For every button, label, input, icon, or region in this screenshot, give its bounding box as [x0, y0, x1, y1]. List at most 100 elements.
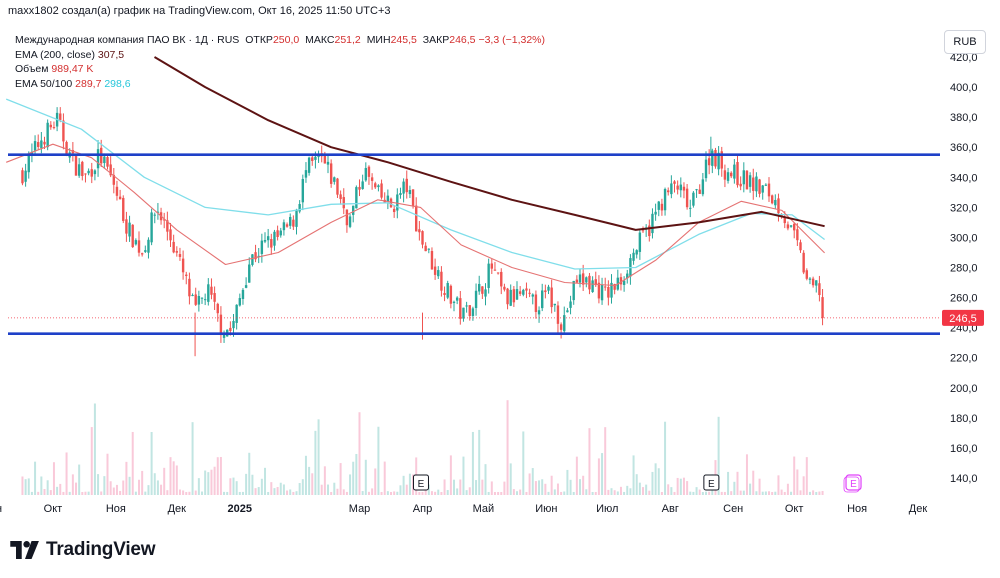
horizontal-levels[interactable]: [8, 153, 940, 335]
candle-body: [125, 219, 128, 234]
legend-volume-row[interactable]: Объем 989,47 K: [15, 62, 545, 77]
legend-ema200-row[interactable]: EMA (200, close) 307,5: [15, 48, 545, 63]
volume-bar: [276, 487, 279, 495]
volume-bar: [46, 480, 49, 495]
currency-button[interactable]: RUB: [944, 30, 986, 54]
candle-body: [619, 277, 623, 285]
volume-bar: [264, 467, 267, 495]
volume-bar: [125, 461, 128, 495]
candle-body: [720, 151, 723, 169]
candle-body: [304, 170, 308, 178]
candle-body: [238, 298, 242, 306]
volume-bar: [815, 491, 818, 495]
candle-body: [758, 179, 761, 194]
ema50-value: 289,7: [75, 77, 102, 90]
volume-bar: [355, 453, 358, 495]
candle-body: [723, 170, 727, 180]
candle-body: [701, 179, 705, 195]
candle-body: [427, 248, 431, 250]
candle-body: [370, 177, 374, 181]
volume-bar: [245, 473, 248, 495]
tradingview-logo[interactable]: TradingView: [10, 537, 156, 563]
candle-body: [714, 150, 717, 167]
volume-bar: [632, 455, 635, 495]
volume-bar: [30, 491, 33, 495]
volume-bar: [156, 480, 159, 495]
volume-bar: [654, 463, 657, 495]
time-tick-label: Июн: [535, 503, 557, 515]
candle-body: [90, 169, 93, 177]
high-value: 251,2: [334, 34, 361, 46]
candle-body: [345, 209, 349, 226]
volume-bar: [541, 479, 544, 495]
earnings-event-shadow: [843, 476, 860, 493]
volume-bar: [616, 491, 619, 495]
ema200-line: [153, 56, 825, 231]
volume-bar: [500, 491, 503, 495]
volume-bar: [418, 491, 421, 495]
candle-body: [333, 177, 336, 182]
candle-body: [597, 282, 601, 299]
volume-bar: [150, 432, 153, 495]
volume-bar: [232, 477, 235, 495]
candle-body: [59, 113, 62, 120]
candle-body: [455, 297, 459, 301]
candle-body: [478, 283, 481, 292]
earnings-event-label: E: [708, 479, 715, 490]
volume-bar: [459, 479, 462, 495]
candle-body: [591, 280, 594, 293]
price-axis[interactable]: 420,0 400,0 380,0 360,0 340,0 320,0 300,0 280,0…: [950, 52, 978, 485]
candle-body: [752, 177, 755, 191]
price-tick-label: 180,0: [950, 413, 978, 425]
volume-bar: [289, 489, 292, 495]
earnings-event-marker: E: [843, 474, 862, 493]
candle-body: [46, 122, 49, 148]
volume-bar: [119, 490, 122, 495]
candle-body: [30, 151, 34, 155]
candle-body: [509, 289, 512, 306]
candle-body: [169, 229, 172, 241]
volume-bar: [660, 491, 663, 495]
volume-bar: [361, 491, 364, 495]
candle-body: [622, 280, 626, 285]
volume-bar: [739, 490, 742, 495]
volume-bar: [84, 491, 87, 495]
volume-bar: [308, 466, 311, 495]
volume-bar: [692, 491, 695, 495]
candle-body: [295, 209, 298, 227]
volume-bar: [393, 491, 396, 495]
candle-body: [660, 203, 664, 211]
candle-body: [490, 263, 494, 269]
candle-body: [405, 178, 408, 193]
candle-body: [175, 251, 179, 253]
volume-bar: [430, 491, 433, 495]
volume-bar: [768, 491, 771, 495]
volume-bar: [374, 468, 377, 495]
volume-bar: [689, 491, 692, 495]
legend-symbol-row[interactable]: Международная компания ПАО ВК · 1Д · RUS…: [15, 33, 545, 48]
volume-bar: [301, 479, 304, 495]
candle-body: [314, 156, 317, 160]
candle-body: [364, 168, 368, 181]
time-tick-label: Апр: [413, 503, 432, 515]
volume-bar: [745, 454, 748, 495]
time-axis[interactable]: Сен Окт Ноя Дек 2025 Мар Апр Май Июн Июл Авг Сен Окт…: [0, 503, 927, 515]
candle-body: [689, 207, 692, 209]
candle-body: [487, 263, 490, 288]
volume-bar: [619, 486, 622, 495]
volume-bar: [56, 486, 59, 495]
open-label: ОТКР: [245, 34, 273, 46]
volume-bar: [377, 426, 380, 495]
candle-body: [730, 172, 733, 177]
candle-body: [550, 287, 553, 308]
candle-body: [329, 163, 333, 184]
volume-bar: [304, 455, 307, 495]
earnings-event-box: [703, 474, 720, 491]
candle-body: [575, 279, 579, 283]
candle-body: [140, 253, 144, 255]
candle-body: [761, 185, 764, 193]
legend-ema50-100-row[interactable]: EMA 50/100 289,7 298,6: [15, 77, 545, 92]
candle-body: [604, 286, 607, 288]
